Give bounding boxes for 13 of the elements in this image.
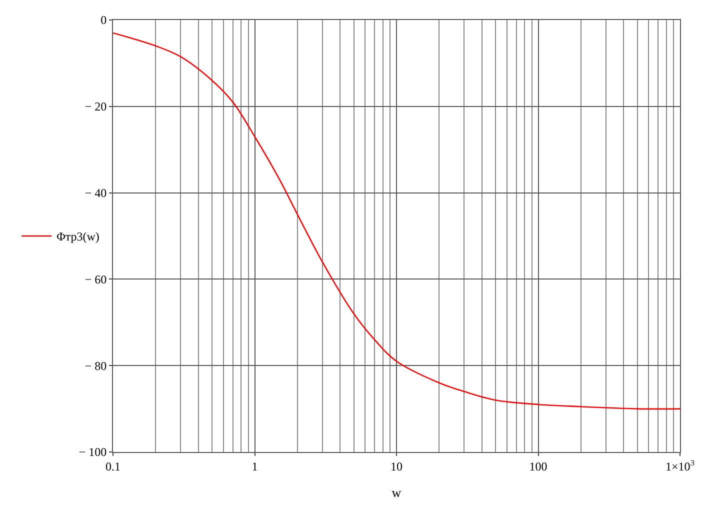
x-axis-title: w [392, 485, 402, 500]
y-tick-label: − 20 [84, 100, 107, 114]
legend-label: Φтр3(w) [56, 230, 100, 244]
y-tick-label: − 60 [84, 272, 107, 286]
x-tick-label: 1 [252, 459, 258, 474]
x-tick-label: 1×10$^{3}$ [666, 458, 694, 474]
x-tick-label: 0.1 [106, 459, 120, 474]
x-tick-label: 100 [529, 459, 548, 474]
y-tick-label: − 100 [78, 445, 107, 460]
x-tick-label: 10 [390, 459, 402, 474]
y-tick-label: 0 [100, 13, 107, 28]
y-tick-label: − 80 [84, 358, 107, 373]
y-tick-label: − 40 [84, 186, 107, 200]
